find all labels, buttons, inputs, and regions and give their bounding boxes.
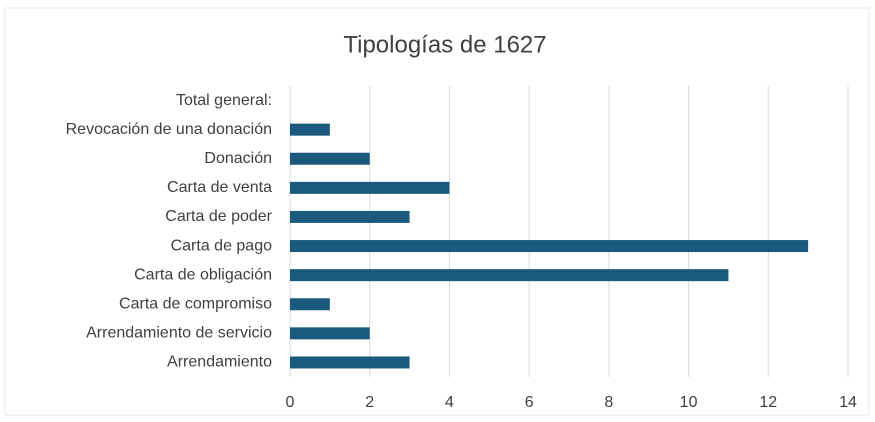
- x-tick-label: 14: [839, 394, 857, 411]
- y-tick-label: Carta de poder: [165, 208, 272, 225]
- bar: [290, 210, 410, 223]
- y-tick-label: Revocación de una donación: [66, 121, 272, 138]
- y-tick-label: Donación: [204, 150, 272, 167]
- y-tick-label: Arrendamiento: [167, 354, 272, 371]
- x-tick-label: 6: [525, 394, 534, 411]
- x-tick-label: 12: [759, 394, 777, 411]
- x-tick-label: 0: [286, 394, 295, 411]
- bar: [290, 240, 809, 253]
- y-tick-label: Carta de obligación: [134, 266, 272, 283]
- y-tick-label: Carta de venta: [167, 179, 272, 196]
- chart-title: Tipologías de 1627: [343, 31, 546, 58]
- bar: [290, 356, 410, 369]
- bar: [290, 269, 729, 282]
- x-tick-label: 2: [365, 394, 374, 411]
- y-tick-label: Carta de compromiso: [119, 295, 272, 312]
- bar: [290, 123, 330, 136]
- bar: [290, 327, 370, 340]
- x-tick-label: 10: [680, 394, 698, 411]
- bar: [290, 298, 330, 311]
- y-tick-label: Total general:: [176, 92, 272, 109]
- x-tick-label: 8: [604, 394, 613, 411]
- bar: [290, 152, 370, 165]
- bar: [290, 181, 450, 194]
- y-tick-label: Arrendamiento de servicio: [86, 325, 272, 342]
- x-tick-label: 4: [445, 394, 454, 411]
- y-tick-label: Carta de pago: [171, 237, 273, 254]
- chart-frame: [4, 7, 870, 416]
